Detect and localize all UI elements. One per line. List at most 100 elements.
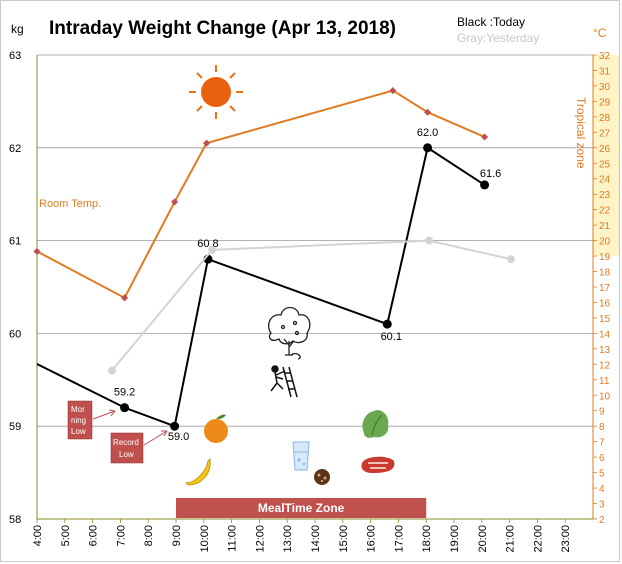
y2-tick-label: 28 [599, 113, 611, 124]
x-tick-label: 13:00 [282, 525, 294, 553]
y2-tick-label: 13 [599, 345, 611, 356]
y2-tick-label: 27 [599, 128, 611, 139]
y-tick-label: 58 [9, 514, 21, 526]
x-tick-label: 7:00 [115, 525, 127, 546]
steak-icon [361, 456, 395, 473]
x-tick-label: 16:00 [366, 525, 378, 553]
today-data-label: 61.6 [480, 168, 501, 180]
y2-tick-label: 2 [599, 515, 605, 526]
y2-tick-label: 26 [599, 144, 611, 155]
yesterday-marker [424, 236, 433, 245]
lettuce-icon [362, 410, 389, 438]
tropical-zone-label: Tropical zone [574, 97, 588, 169]
y2-tick-label: 21 [599, 221, 611, 232]
y-tick-label: 61 [9, 236, 21, 248]
y2-tick-label: 9 [599, 407, 605, 418]
x-tick-label: 8:00 [143, 525, 155, 546]
x-tick-label: 5:00 [60, 525, 72, 546]
y-tick-label: 59 [9, 421, 21, 433]
water-glass-icon [292, 441, 310, 471]
climber-icon [270, 365, 298, 398]
x-tick-label: 12:00 [254, 525, 266, 553]
temp-marker [424, 108, 432, 116]
x-tick-label: 9:00 [171, 525, 183, 546]
y2-tick-label: 31 [599, 66, 611, 77]
y2-tick-label: 4 [599, 484, 605, 495]
yesterday-marker [208, 245, 217, 254]
y2-tick-label: 8 [599, 422, 605, 433]
y-tick-label: 63 [9, 50, 21, 62]
x-tick-label: 22:00 [532, 525, 544, 553]
y2-tick-label: 29 [599, 97, 611, 108]
y-tick-label: 62 [9, 143, 21, 155]
today-marker [480, 180, 490, 190]
y2-tick-label: 20 [599, 237, 611, 248]
temp-marker [121, 294, 129, 302]
y2-tick-label: 16 [599, 298, 611, 309]
y-tick-labels: 58 59 60 61 62 63 [9, 50, 21, 526]
y2-tick-label: 6 [599, 453, 605, 464]
y2-tick-label: 32 [599, 51, 611, 62]
room-temp-label: Room Temp. [39, 198, 101, 210]
yesterday-line [111, 239, 512, 372]
legend-today: Black :Today [457, 15, 525, 29]
y2-tick-label: 23 [599, 190, 611, 201]
record-low-label: Record Low [113, 438, 139, 459]
today-data-label: 59.2 [114, 387, 135, 399]
y2-tick-label: 15 [599, 314, 611, 325]
x-tick-label: 17:00 [393, 525, 405, 553]
y2-tick-label: 14 [599, 329, 611, 340]
today-marker [382, 319, 392, 329]
y2-tick-label: 5 [599, 469, 605, 480]
y2-unit-label: °C [593, 26, 607, 40]
morning-low-callout: Mor ning Low [67, 400, 116, 440]
today-marker [120, 403, 130, 413]
yesterday-marker [506, 255, 515, 264]
chart-title: Intraday Weight Change (Apr 13, 2018) [49, 18, 396, 39]
yesterday-marker [108, 366, 117, 375]
y2-tick-label: 24 [599, 175, 611, 186]
y-unit-label: kg [11, 22, 24, 36]
y2-tick-label: 7 [599, 438, 605, 449]
tropical-zone-band [593, 55, 619, 257]
series-layer: 59.259.060.860.162.061.6 [33, 87, 515, 443]
tree-icon [267, 306, 311, 360]
today-marker [170, 421, 180, 431]
banana-icon [185, 458, 211, 486]
today-data-label: 59.0 [168, 431, 189, 443]
x-tick-label: 21:00 [505, 525, 517, 553]
sun-icon [189, 65, 243, 119]
today-data-label: 60.1 [381, 331, 402, 343]
y2-tick-label: 17 [599, 283, 611, 294]
x-tick-label: 23:00 [560, 525, 572, 553]
temp-marker [203, 139, 211, 147]
today-data-label: 62.0 [417, 127, 438, 139]
x-tick-label: 15:00 [338, 525, 350, 553]
morning-low-label: Mor ning Low [71, 405, 86, 436]
x-tick-label: 11:00 [227, 525, 239, 552]
x-tick-label: 4:00 [32, 525, 44, 546]
y2-tick-label: 25 [599, 159, 611, 170]
temp-marker [481, 133, 489, 141]
x-tick-label: 18:00 [421, 525, 433, 553]
grid-lines [37, 54, 593, 427]
y2-tick-label: 19 [599, 252, 611, 263]
orange-icon [204, 414, 228, 443]
y2-tick-label: 30 [599, 82, 611, 93]
x-tick-label: 19:00 [449, 525, 461, 553]
x-tick-label: 6:00 [88, 525, 100, 546]
y2-tick-label: 18 [599, 268, 611, 279]
y2-tick-label: 11 [599, 376, 610, 387]
x-tick-label: 14:00 [310, 525, 322, 553]
y-tick-label: 60 [9, 328, 21, 340]
y2-tick-label: 10 [599, 391, 611, 402]
cookie-icon [314, 469, 330, 485]
y2-tick-label: 3 [599, 500, 605, 511]
meal-time-zone-label: MealTime Zone [258, 501, 345, 515]
y2-tick-label: 12 [599, 360, 611, 371]
x-tick-labels: 4:00 5:00 6:00 7:00 8:00 9:00 10:00 11:00 12:00 1… [32, 519, 572, 553]
x-tick-label: 20:00 [477, 525, 489, 553]
temp-marker [389, 87, 397, 95]
legend-yesterday: Gray:Yesterday [457, 31, 539, 45]
